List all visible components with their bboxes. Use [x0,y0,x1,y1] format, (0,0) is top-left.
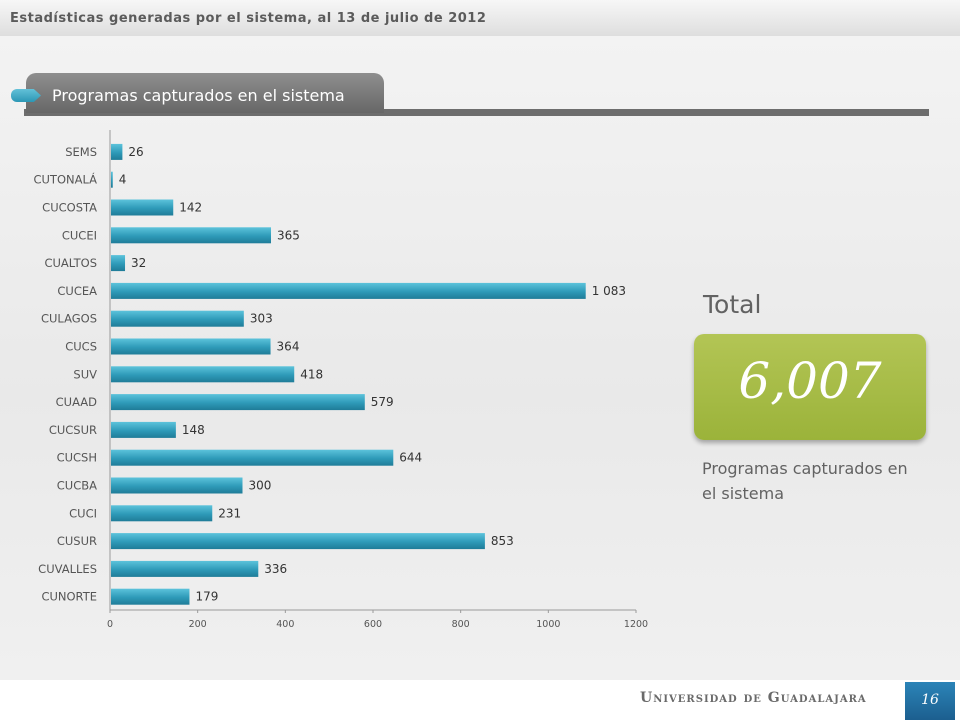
total-caption: Programas capturados en el sistema [702,459,908,503]
data-label: 4 [119,173,127,187]
bar [111,255,126,272]
category-label: CUTONALÁ [33,172,97,187]
category-label: CUCBA [57,479,97,493]
category-label: CUCSUR [49,423,97,437]
bar [111,533,485,550]
x-tick-label: 1200 [624,619,648,630]
data-label: 303 [250,312,273,326]
bar [111,199,174,216]
bar [111,588,190,605]
bar [111,477,243,494]
bar [111,560,259,577]
page-number-box: 16 [905,682,955,720]
bar [111,310,244,327]
total-box: 6,007 [694,334,926,440]
bar [111,282,586,299]
x-tick-label: 800 [452,619,470,630]
bar [111,366,295,383]
section-rule [24,109,929,116]
x-tick-label: 200 [189,619,207,630]
x-tick-label: 400 [276,619,294,630]
category-label: CUAAD [56,395,98,409]
bar [111,338,271,355]
data-label: 32 [131,256,146,270]
university-name: Universidad de Guadalajara [640,690,867,706]
data-label: 300 [249,479,272,493]
category-label: CUCS [65,340,97,354]
arrow-icon [11,89,41,102]
data-label: 336 [264,562,287,576]
category-label: CUCSH [57,451,97,465]
category-label: CUCOSTA [42,201,97,215]
bar [111,227,271,244]
bar [111,449,394,466]
x-tick-label: 0 [107,619,113,630]
total-label: Total [703,290,762,319]
footer-band [0,680,960,720]
x-tick-label: 1000 [536,619,560,630]
data-label: 418 [300,367,323,381]
data-label: 231 [218,506,241,520]
category-label: CUCEA [57,284,97,298]
category-label: CUVALLES [38,562,97,576]
data-label: 365 [277,228,300,242]
category-label: SEMS [65,145,97,159]
bar-chart: SEMS 26 CUTONALÁ 4 CUCOSTA 142 CUCEI 365 CUALTOS… [33,130,648,630]
header-band [0,0,960,36]
data-label: 142 [179,201,202,215]
data-label: 179 [195,590,218,604]
section-tab [26,73,384,113]
data-label: 644 [399,451,422,465]
category-label: CUCI [69,506,97,520]
section-title: Programas capturados en el sistema [52,86,345,105]
bar [111,421,176,438]
data-label: 579 [371,395,394,409]
data-label: 364 [277,340,300,354]
data-label: 26 [128,145,143,159]
bar [111,505,213,522]
category-label: CULAGOS [41,312,97,326]
bar [111,143,123,160]
category-label: CUSUR [57,534,97,548]
category-label: CUALTOS [44,256,97,270]
data-label: 1 083 [592,284,626,298]
x-tick-label: 600 [364,619,382,630]
header-text: Estadísticas generadas por el sistema, a… [10,11,487,26]
total-value: 6,007 [738,352,882,410]
data-label: 853 [491,534,514,548]
bar [111,171,113,188]
category-label: CUCEI [62,228,97,242]
category-label: SUV [73,367,97,381]
data-label: 148 [182,423,205,437]
bar [111,394,365,411]
page-number: 16 [921,692,939,708]
category-label: CUNORTE [41,590,97,604]
